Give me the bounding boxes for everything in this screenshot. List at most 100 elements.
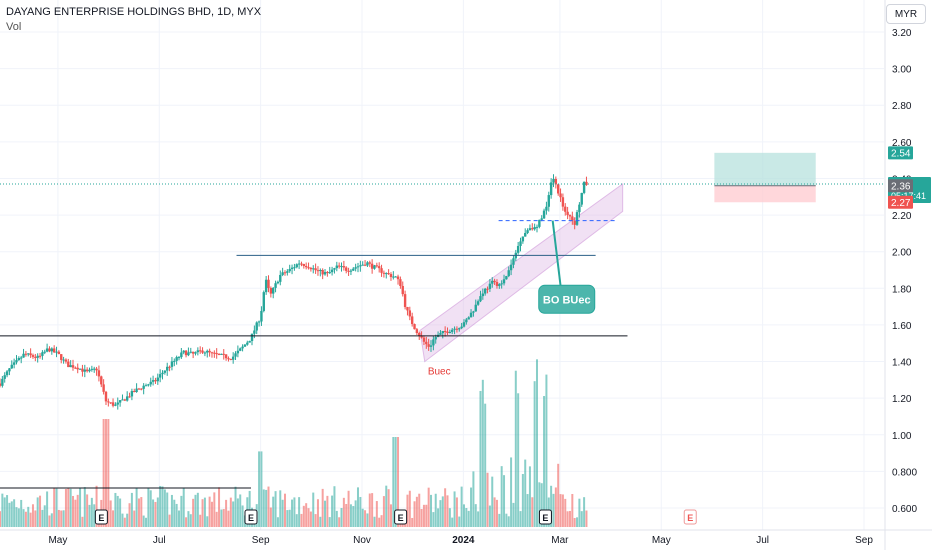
candle-body — [556, 184, 560, 194]
volume-bar — [76, 494, 79, 527]
candle-body — [246, 342, 249, 345]
currency-button[interactable]: MYR — [886, 4, 926, 24]
volume-bar — [500, 466, 503, 527]
candle-body — [27, 353, 30, 355]
candle-body — [432, 339, 435, 346]
volume-bar — [561, 494, 564, 527]
earnings-marker: E — [244, 509, 258, 525]
volume-bar — [126, 513, 129, 527]
candle-body — [465, 319, 468, 323]
volume-bar — [460, 486, 463, 527]
volume-bar — [29, 512, 32, 527]
volume-bar — [571, 493, 574, 527]
candle-body — [330, 269, 334, 273]
candle-body — [469, 312, 473, 318]
volume-bar — [437, 508, 440, 527]
price-axis-label — [888, 179, 913, 193]
candle-body — [71, 365, 75, 368]
earnings-marker: E — [538, 509, 552, 525]
volume-bar — [13, 499, 16, 527]
volume-bar — [185, 517, 188, 527]
volume-bar — [495, 499, 498, 527]
earnings-marker-box — [394, 509, 408, 525]
candle-body — [22, 353, 25, 358]
volume-bar — [319, 516, 322, 527]
candle-body — [257, 321, 261, 323]
candle-body — [43, 351, 46, 353]
candle-body — [3, 375, 6, 379]
x-tick-label: Mar — [551, 535, 569, 546]
volume-bar — [378, 517, 381, 527]
candle-body — [476, 301, 480, 305]
volume-bar — [88, 504, 91, 527]
candle-body — [427, 344, 430, 347]
volume-bar — [430, 494, 433, 527]
volume-bar — [300, 513, 303, 527]
candle-body — [441, 331, 444, 334]
candle-body — [201, 350, 204, 353]
volume-bar — [486, 472, 489, 527]
volume-bar — [10, 501, 13, 527]
candle-body — [140, 388, 143, 390]
x-tick-label: May — [48, 535, 67, 546]
candle-body — [158, 374, 162, 378]
candle-body — [31, 355, 35, 357]
volume-bar — [422, 504, 425, 527]
volume-bar — [145, 517, 148, 527]
candle-body — [10, 364, 13, 369]
volume-bar — [20, 499, 23, 527]
volume-bar — [104, 419, 107, 527]
candle-body — [335, 265, 339, 269]
candle-body — [495, 282, 499, 286]
candle-body — [516, 245, 520, 253]
volume-bar — [439, 500, 442, 527]
volume-bar — [519, 511, 522, 527]
volume-bar — [427, 487, 430, 527]
volume-bar — [156, 497, 159, 527]
earnings-marker: E — [683, 509, 697, 525]
volume-bar — [338, 517, 341, 527]
y-tick-label: 0.600 — [892, 504, 917, 515]
candle-body — [154, 380, 157, 382]
volume-bar — [413, 501, 416, 527]
candle-body — [481, 293, 485, 297]
volume-bar — [434, 493, 437, 527]
volume-bar — [24, 511, 27, 527]
candle-body — [85, 369, 89, 372]
volume-bar — [159, 485, 162, 527]
volume-bar — [72, 495, 75, 527]
candle-body — [566, 211, 569, 216]
volume-bar — [559, 494, 562, 527]
candle-body — [446, 331, 449, 333]
volume-bar — [119, 498, 122, 527]
volume-bar — [57, 509, 60, 527]
volume-bar — [538, 482, 541, 527]
volume-bar — [517, 393, 520, 527]
candle-body — [352, 268, 355, 271]
volume-bar — [307, 508, 310, 527]
candle-body — [52, 348, 56, 353]
chart-header: DAYANG ENTERPRISE HOLDINGS BHD, 1D, MYX … — [6, 6, 261, 33]
candle-body — [538, 219, 541, 227]
candle-body — [302, 264, 306, 266]
x-tick-label: Jul — [756, 535, 769, 546]
candle-body — [163, 370, 167, 373]
volume-bar — [462, 504, 465, 527]
earnings-marker: E — [94, 509, 108, 525]
y-tick-label: 2.60 — [892, 138, 912, 149]
volume-bar — [470, 487, 473, 527]
candle-body — [267, 279, 270, 289]
candle-body — [180, 352, 183, 358]
volume-bar — [31, 504, 34, 527]
volume-bar — [133, 510, 136, 527]
candle-body — [312, 268, 315, 270]
candle-body — [408, 310, 412, 317]
candle-body — [109, 402, 112, 404]
volume-bar — [147, 488, 150, 527]
volume-bar — [206, 516, 209, 527]
candle-body — [535, 226, 539, 228]
candle-body — [479, 296, 482, 302]
candle-body — [297, 263, 301, 265]
